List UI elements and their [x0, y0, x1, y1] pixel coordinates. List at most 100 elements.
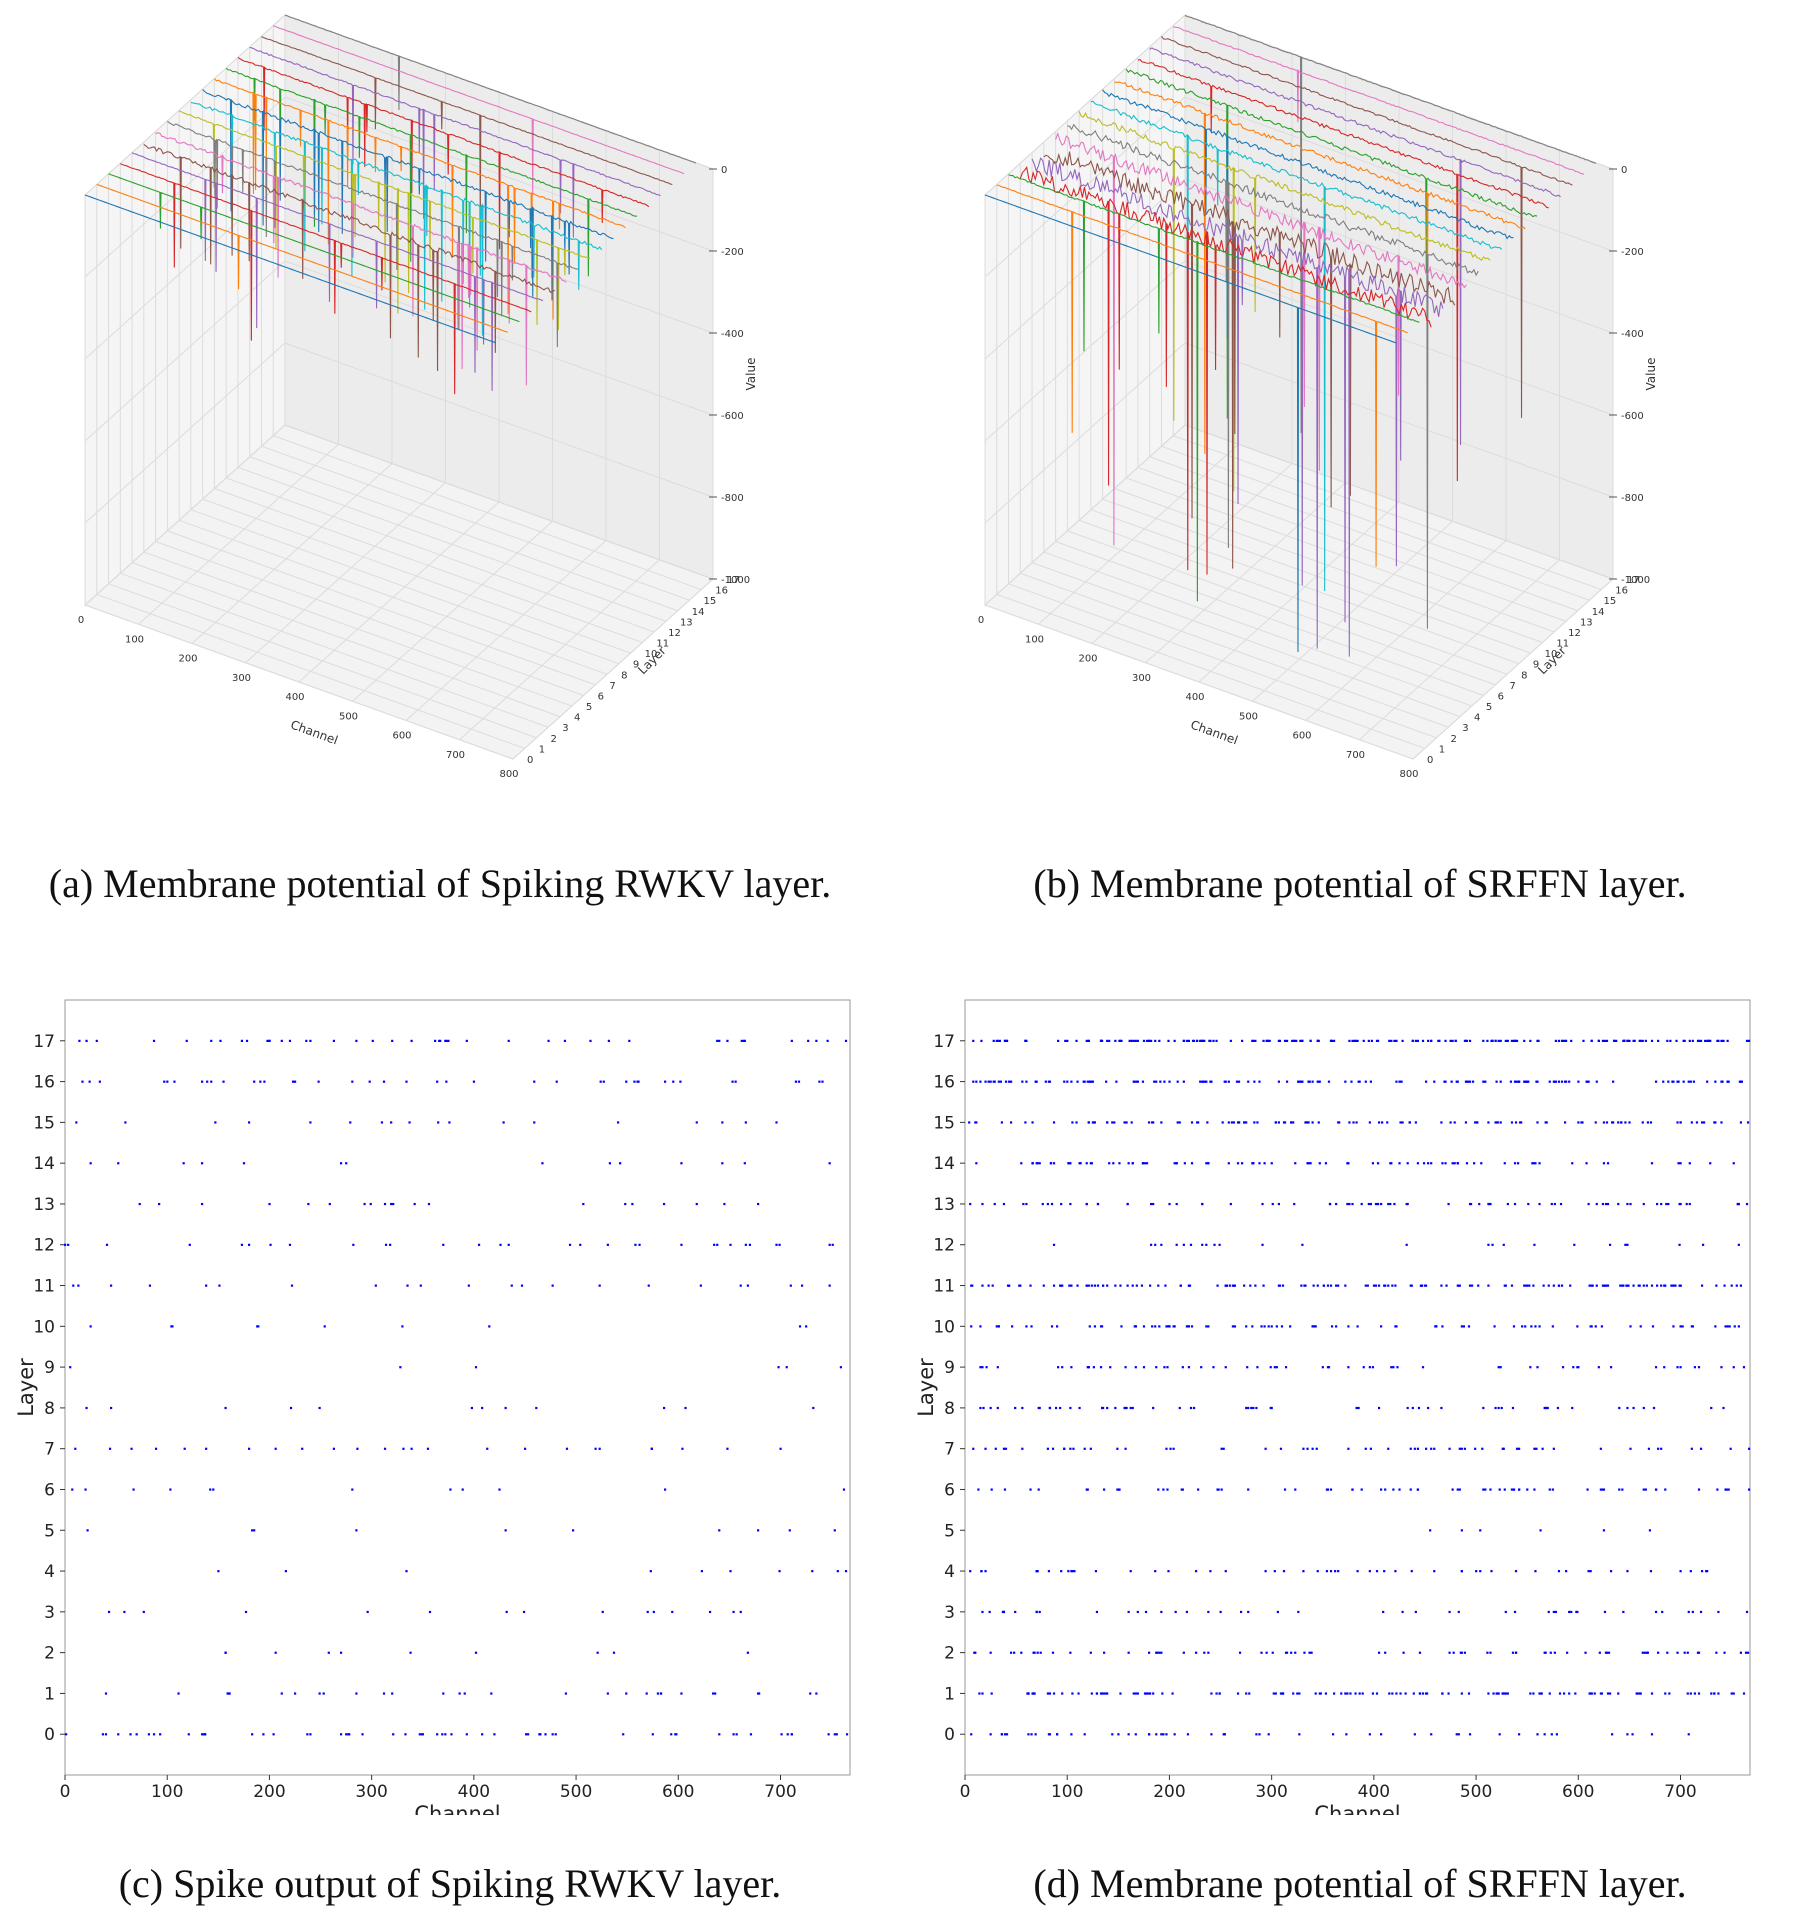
- spike-marker: [1552, 1447, 1555, 1450]
- spike-marker: [188, 1243, 191, 1246]
- spike-marker: [129, 1733, 132, 1736]
- spike-marker: [721, 1162, 724, 1165]
- x-tick-label: 700: [1664, 1782, 1696, 1802]
- spike-marker: [757, 1529, 760, 1532]
- spike-marker: [1183, 1162, 1186, 1165]
- spike-marker: [465, 1733, 468, 1736]
- spike-marker: [1649, 1121, 1653, 1124]
- spike-marker: [1487, 1243, 1490, 1246]
- spike-marker: [366, 1610, 369, 1614]
- y-tick-label: 11: [933, 1277, 955, 1297]
- x-tick-label: 200: [1153, 1782, 1185, 1802]
- spike-marker: [64, 1243, 67, 1246]
- spike-marker: [1603, 1039, 1607, 1042]
- y-tick-label: 1: [1439, 744, 1445, 755]
- spike-marker: [253, 1529, 256, 1532]
- spike-marker: [1207, 1325, 1210, 1328]
- spike-marker: [1222, 1447, 1225, 1450]
- z-tick-label: -1000: [1621, 575, 1650, 586]
- spike-marker: [1294, 1488, 1297, 1491]
- spike-marker: [729, 1243, 732, 1246]
- spike-marker: [1628, 1039, 1631, 1042]
- spike-marker: [1041, 1202, 1044, 1206]
- spike-marker: [1134, 1039, 1137, 1042]
- spike-marker: [1511, 1406, 1515, 1410]
- spike-marker: [1152, 1406, 1155, 1410]
- spike-marker: [996, 1366, 999, 1369]
- spike-marker: [1457, 1284, 1460, 1287]
- spike-marker: [351, 1080, 354, 1083]
- spike-marker: [1427, 1039, 1430, 1042]
- spike-marker: [1552, 1610, 1555, 1614]
- spike-marker: [1228, 1284, 1231, 1287]
- spike-marker: [1723, 1284, 1726, 1287]
- spike-marker: [1402, 1651, 1405, 1654]
- spike-marker: [1021, 1080, 1024, 1083]
- spike-marker: [1366, 1284, 1369, 1287]
- spike-marker: [1690, 1447, 1693, 1450]
- chart-spike-raster-rwkv: 0 100 200 300 400 500 600 700012345678910111213…: [14, 999, 851, 1826]
- spike-marker: [1665, 1202, 1668, 1206]
- spike-marker: [1345, 1733, 1348, 1736]
- spike-marker: [1182, 1651, 1185, 1654]
- spike-marker: [1654, 1366, 1658, 1369]
- spike-marker: [1456, 1162, 1459, 1165]
- spike-marker: [1216, 1488, 1219, 1491]
- spike-marker: [681, 1447, 684, 1450]
- spike-marker: [206, 1080, 209, 1083]
- spike-marker: [84, 1488, 87, 1491]
- spike-marker: [680, 1243, 683, 1246]
- gridline-z: [984, 96, 1614, 278]
- spike-marker: [1652, 1406, 1656, 1410]
- x-tick-label: 100: [1051, 1782, 1083, 1802]
- z-tick-label: -600: [721, 411, 744, 422]
- spike-marker: [1329, 1039, 1333, 1042]
- spike-marker: [1131, 1284, 1134, 1287]
- spike-marker: [981, 1692, 984, 1695]
- spike-marker: [1347, 1366, 1350, 1369]
- spike-marker: [1593, 1692, 1596, 1695]
- spike-marker: [1216, 1284, 1219, 1287]
- spike-marker: [1347, 1447, 1350, 1450]
- spike-marker: [1394, 1284, 1397, 1287]
- spike-marker: [142, 1610, 145, 1614]
- spike-marker: [1626, 1243, 1629, 1246]
- series-line-layer-1: [96, 183, 508, 333]
- spike-marker: [391, 1692, 394, 1695]
- series-line-layer-7: [167, 120, 579, 348]
- spike-marker: [1601, 1202, 1605, 1206]
- spike-marker: [1538, 1325, 1541, 1328]
- spike-marker: [1120, 1039, 1123, 1042]
- spike-marker: [1552, 1284, 1555, 1287]
- spike-marker: [993, 1080, 996, 1083]
- panel-b: 0 100 200 300 400 500 600 700 800 0 1 2 3 4 5 6 7 8 9 10 11 1…: [900, 0, 1800, 800]
- spike-marker: [1160, 1610, 1163, 1614]
- spike-marker: [1551, 1325, 1554, 1328]
- spike-marker: [1526, 1080, 1529, 1083]
- spike-marker: [148, 1284, 152, 1287]
- spike-marker: [1326, 1284, 1330, 1287]
- spike-marker: [1165, 1733, 1168, 1736]
- spike-marker: [1581, 1121, 1584, 1124]
- spike-marker: [1029, 1488, 1032, 1491]
- spike-marker: [1401, 1039, 1404, 1042]
- z-tick-label: -800: [721, 493, 744, 504]
- spike-marker: [785, 1366, 788, 1369]
- spike-marker: [1071, 1570, 1074, 1573]
- spike-marker: [253, 1080, 256, 1083]
- spike-marker: [1224, 1570, 1227, 1573]
- spike-marker: [1260, 1651, 1263, 1654]
- spike-marker: [1029, 1284, 1032, 1287]
- spike-marker: [1181, 1366, 1184, 1369]
- spike-marker: [418, 1733, 421, 1736]
- spike-marker: [1606, 1692, 1610, 1695]
- z-axis-label: Value: [744, 358, 758, 391]
- spike-marker: [1258, 1733, 1261, 1736]
- spike-marker: [1093, 1325, 1097, 1328]
- series-line-layer-10: [202, 89, 614, 301]
- spike-marker: [434, 1039, 437, 1042]
- spike-marker: [1106, 1692, 1109, 1695]
- spike-marker: [1466, 1080, 1470, 1083]
- spike-marker: [1060, 1570, 1063, 1573]
- spike-marker: [1260, 1325, 1263, 1328]
